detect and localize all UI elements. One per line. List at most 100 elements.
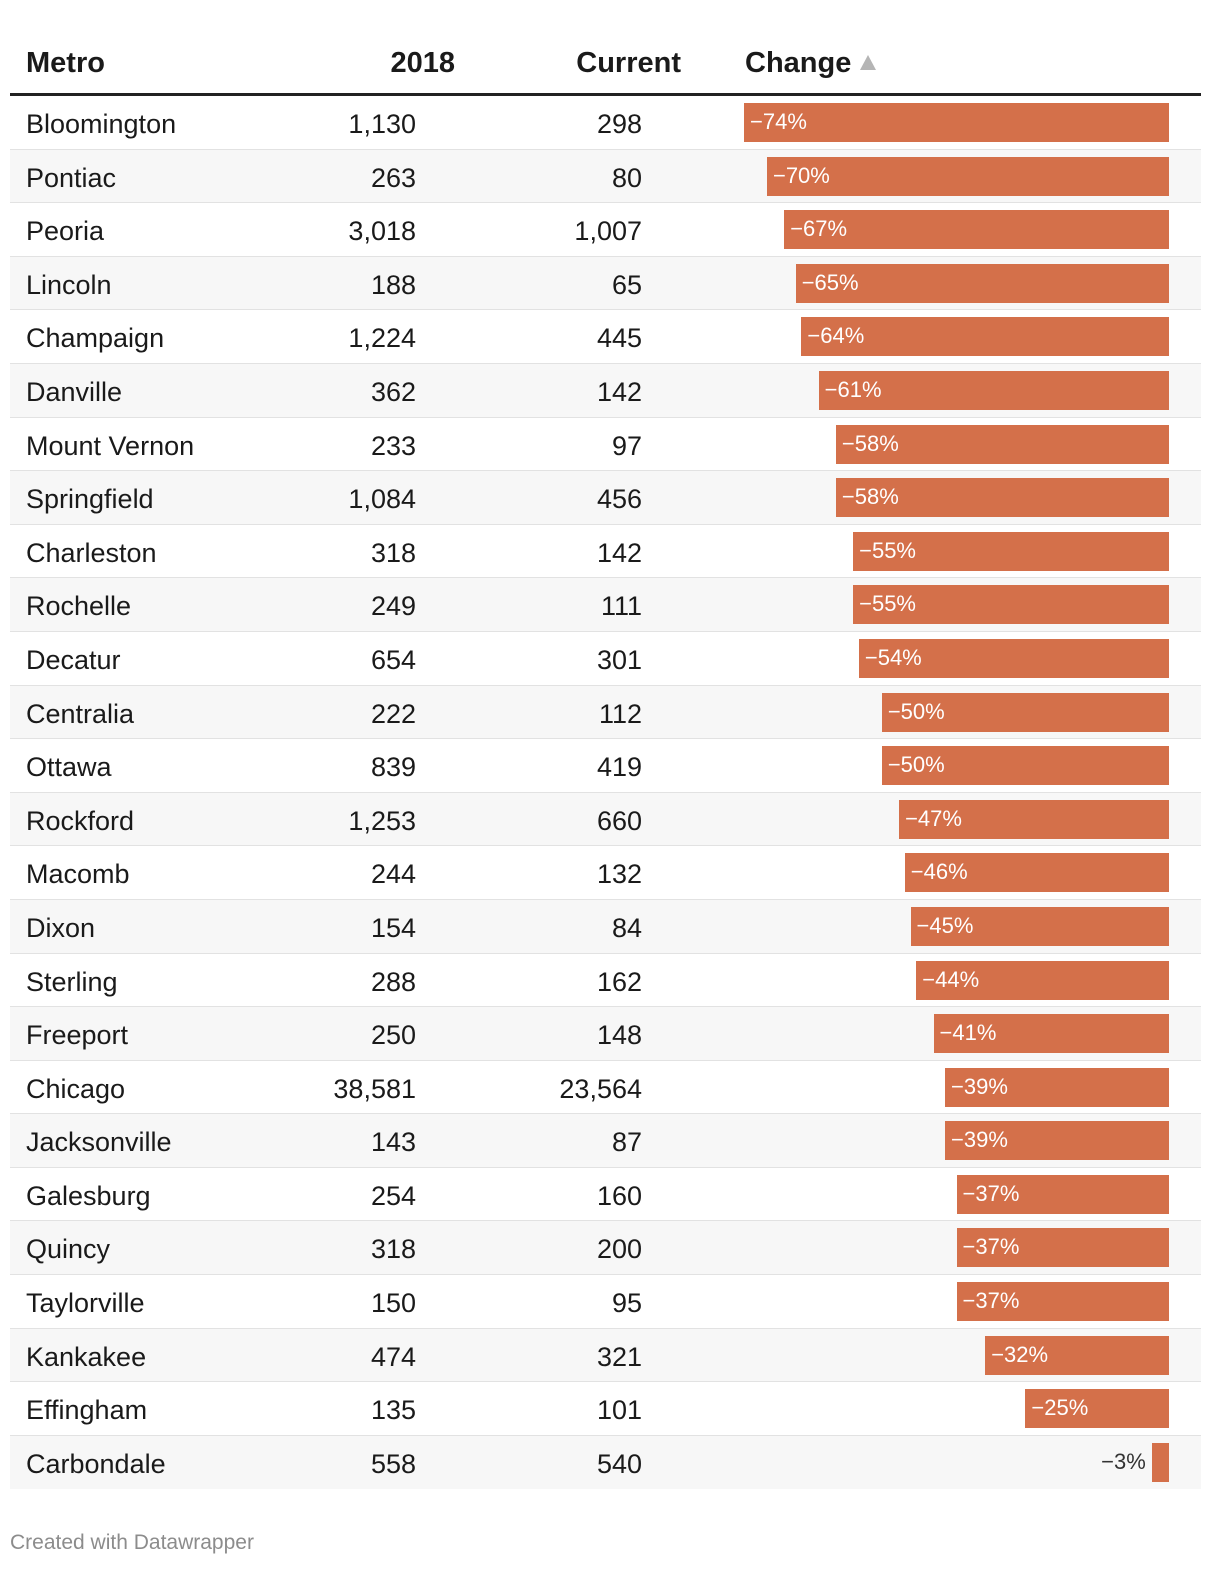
value-2018-cell: 288 <box>370 966 416 997</box>
change-bar <box>818 370 1169 410</box>
table-row: Bloomington 1,130 298 −74% <box>10 96 1201 150</box>
change-label: −25% <box>1031 1395 1089 1421</box>
metro-cell: Rockford <box>26 805 135 836</box>
change-bar <box>904 853 1169 893</box>
change-bar <box>858 638 1169 678</box>
credit-footer[interactable]: Created with Datawrapper <box>10 1531 254 1554</box>
value-2018-cell: 150 <box>370 1288 416 1319</box>
change-label: −58% <box>841 430 899 456</box>
metro-cell: Charleston <box>26 537 157 568</box>
change-label: −55% <box>859 591 916 617</box>
table-row: Effingham 135 101 −25% <box>10 1382 1201 1436</box>
metro-cell: Macomb <box>26 859 130 890</box>
value-current-cell: 95 <box>611 1288 642 1319</box>
change-bar <box>985 1335 1169 1375</box>
table-row: Taylorville 150 95 −37% <box>10 1275 1201 1329</box>
value-current-cell: 162 <box>596 966 642 997</box>
table-row: Dixon 154 84 −45% <box>10 899 1201 954</box>
metro-cell: Freeport <box>26 1020 129 1051</box>
value-current-cell: 132 <box>596 859 642 890</box>
value-current-cell: 87 <box>611 1127 642 1158</box>
value-2018-cell: 143 <box>370 1127 416 1158</box>
change-label: −3% <box>1101 1448 1146 1474</box>
change-bar <box>795 263 1169 303</box>
change-label: −50% <box>887 698 945 724</box>
value-2018-cell: 135 <box>370 1395 416 1426</box>
value-current-cell: 142 <box>596 537 642 568</box>
value-current-cell: 23,564 <box>559 1073 642 1104</box>
metro-cell: Effingham <box>26 1395 148 1426</box>
table-row: Quincy 318 200 −37% <box>10 1221 1201 1276</box>
sort-up-icon[interactable] <box>860 55 876 70</box>
value-current-cell: 160 <box>596 1180 642 1211</box>
table-row: Decatur 654 301 −54% <box>10 632 1201 686</box>
change-label: −44% <box>922 966 980 992</box>
change-label: −46% <box>910 859 968 885</box>
change-bar <box>956 1282 1169 1322</box>
table-row: Rochelle 249 111 −55% <box>10 578 1201 632</box>
table-row: Jacksonville 143 87 −39% <box>10 1114 1201 1168</box>
change-bar <box>835 424 1169 464</box>
value-current-cell: 101 <box>596 1395 642 1426</box>
table-row: Pontiac 263 80 −70% <box>10 149 1201 204</box>
value-2018-cell: 839 <box>370 752 416 783</box>
change-bar <box>801 317 1169 357</box>
value-2018-cell: 1,253 <box>348 805 416 836</box>
change-bar <box>881 746 1169 786</box>
change-label: −61% <box>824 376 882 402</box>
table-body: Bloomington 1,130 298 −74% Pontiac 263 80 −70% P… <box>10 96 1201 1490</box>
change-bar <box>881 692 1169 732</box>
change-bar <box>910 906 1169 946</box>
value-2018-cell: 654 <box>370 644 416 675</box>
value-current-cell: 200 <box>596 1234 642 1265</box>
table-row: Chicago 38,581 23,564 −39% <box>10 1061 1201 1115</box>
metro-cell: Carbondale <box>26 1448 166 1479</box>
table-row: Sterling 288 162 −44% <box>10 954 1201 1008</box>
table-row: Carbondale 558 540 −3% <box>10 1435 1201 1490</box>
change-label: −37% <box>962 1234 1020 1260</box>
column-header-change[interactable]: Change <box>745 47 852 79</box>
table-row: Mount Vernon 233 97 −58% <box>10 418 1201 472</box>
value-2018-cell: 38,581 <box>333 1073 416 1104</box>
change-label: −50% <box>887 752 945 778</box>
change-label: −45% <box>916 912 974 938</box>
value-current-cell: 298 <box>596 109 642 139</box>
table-row: Champaign 1,224 445 −64% <box>10 310 1201 364</box>
metro-cell: Springfield <box>26 484 154 515</box>
column-header-2018[interactable]: 2018 <box>390 47 455 79</box>
metro-cell: Rochelle <box>26 591 132 622</box>
value-current-cell: 321 <box>596 1341 642 1372</box>
value-2018-cell: 254 <box>370 1180 416 1211</box>
change-label: −39% <box>951 1127 1008 1153</box>
change-bar <box>916 960 1169 1000</box>
metro-cell: Sterling <box>26 966 118 997</box>
table-row: Macomb 244 132 −46% <box>10 846 1201 900</box>
value-current-cell: 142 <box>596 376 642 407</box>
table-row: Rockford 1,253 660 −47% <box>10 792 1201 847</box>
value-2018-cell: 558 <box>370 1448 416 1479</box>
value-current-cell: 445 <box>596 323 642 354</box>
metro-cell: Ottawa <box>26 752 112 783</box>
value-2018-cell: 474 <box>370 1341 416 1372</box>
table-row: Springfield 1,084 456 −58% <box>10 471 1201 525</box>
change-label: −70% <box>772 162 830 188</box>
change-bar <box>956 1174 1169 1214</box>
metro-cell: Mount Vernon <box>26 430 195 461</box>
value-current-cell: 111 <box>600 591 642 622</box>
table-row: Lincoln 188 65 −65% <box>10 256 1201 311</box>
change-label: −54% <box>864 644 922 670</box>
change-bar <box>835 478 1169 518</box>
value-current-cell: 148 <box>596 1020 642 1051</box>
change-label: −64% <box>807 323 865 349</box>
column-header-current[interactable]: Current <box>576 47 681 79</box>
column-header-metro[interactable]: Metro <box>26 47 105 79</box>
value-2018-cell: 233 <box>370 430 416 461</box>
change-label: −39% <box>951 1073 1008 1099</box>
metro-cell: Galesburg <box>26 1180 151 1211</box>
table-row: Peoria 3,018 1,007 −67% <box>10 203 1201 257</box>
value-2018-cell: 244 <box>370 859 416 890</box>
table-row: Galesburg 254 160 −37% <box>10 1168 1201 1222</box>
change-label: −55% <box>859 537 916 563</box>
change-bar <box>766 156 1169 196</box>
metro-cell: Pontiac <box>26 162 117 193</box>
